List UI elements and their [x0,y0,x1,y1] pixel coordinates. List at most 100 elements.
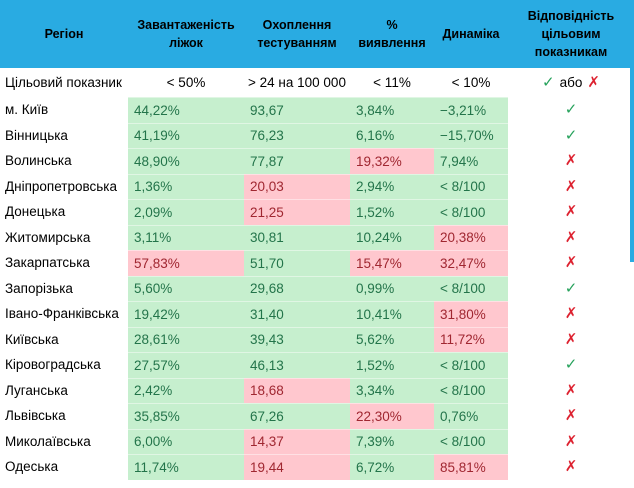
region-name: Одеська [5,459,59,475]
value-cell-detection-rate: 2,94% [350,173,434,199]
check-icon: ✓ [542,74,555,91]
value-cell-testing-coverage: 14,37 [244,428,350,454]
or-label: або [559,75,583,90]
value-cell-dynamics: < 8/100 [434,428,508,454]
region-name: Київська [5,331,59,347]
table-row: Донецька 2,09% 21,25 1,52% < 8/100 ✗ [0,199,634,225]
value-cell-dynamics: < 8/100 [434,275,508,301]
value-cell-testing-coverage: 18,68 [244,377,350,403]
target-value-bed-occupancy: < 50% [166,75,206,90]
value-cell-bed-occupancy: 11,74% [128,454,244,480]
region-name: м. Київ [5,102,49,118]
value-cell-dynamics: 11,72% [434,326,508,352]
value-cell-testing-coverage: 77,87 [244,148,350,174]
cross-icon: ✗ [564,407,578,425]
status-cell: ✗ [508,403,634,429]
target-row-label: Цільовий показник [5,75,122,90]
column-header-testing-coverage: Охоплення тестуванням [257,18,337,50]
value-cell-dynamics: −3,21% [434,97,508,123]
target-value-detection-rate: < 11% [373,75,411,90]
table-row: Миколаївська 6,00% 14,37 7,39% < 8/100 ✗ [0,428,634,454]
table-row: Одеська 11,74% 19,44 6,72% 85,81% ✗ [0,454,634,480]
target-value-testing-coverage: > 24 на 100 000 [248,75,346,90]
value-cell-testing-coverage: 21,25 [244,199,350,225]
region-name: Вінницька [5,127,68,143]
column-header-dynamics: Динаміка [442,27,500,41]
value-cell-detection-rate: 15,47% [350,250,434,276]
value-cell-detection-rate: 10,24% [350,224,434,250]
value-cell-dynamics: 20,38% [434,224,508,250]
value-cell-detection-rate: 22,30% [350,403,434,429]
value-cell-detection-rate: 1,52% [350,352,434,378]
status-cell: ✓ [508,276,634,302]
value-cell-dynamics: 7,94% [434,148,508,174]
status-cell: ✗ [508,327,634,353]
cross-icon: ✗ [564,177,578,195]
value-cell-bed-occupancy: 44,22% [128,97,244,123]
column-header-detection-rate: % виявлення [358,18,426,50]
status-cell: ✓ [508,97,634,123]
value-cell-dynamics: < 8/100 [434,199,508,225]
value-cell-bed-occupancy: 57,83% [128,250,244,276]
value-cell-detection-rate: 6,16% [350,122,434,148]
column-header-region: Регіон [44,27,84,41]
value-cell-testing-coverage: 31,40 [244,301,350,327]
check-icon: ✓ [564,101,578,119]
status-cell: ✗ [508,301,634,327]
value-cell-dynamics: 32,47% [434,250,508,276]
region-name: Кіровоградська [5,357,101,373]
region-name: Волинська [5,153,72,169]
target-value-dynamics: < 10% [451,75,491,90]
value-cell-bed-occupancy: 28,61% [128,326,244,352]
cross-icon: ✗ [564,381,578,399]
table-row: Запорізька 5,60% 29,68 0,99% < 8/100 ✓ [0,275,634,302]
value-cell-bed-occupancy: 48,90% [128,148,244,174]
cross-icon: ✗ [564,152,578,170]
table-row: Київська 28,61% 39,43 5,62% 11,72% ✗ [0,326,634,353]
value-cell-detection-rate: 19,32% [350,148,434,174]
value-cell-testing-coverage: 51,70 [244,250,350,276]
region-name: Закарпатська [5,255,90,271]
value-cell-testing-coverage: 39,43 [244,326,350,352]
value-cell-dynamics: −15,70% [434,122,508,148]
value-cell-testing-coverage: 76,23 [244,122,350,148]
value-cell-detection-rate: 3,84% [350,97,434,123]
status-cell: ✗ [508,378,634,404]
value-cell-detection-rate: 7,39% [350,428,434,454]
value-cell-detection-rate: 10,41% [350,301,434,327]
value-cell-bed-occupancy: 27,57% [128,352,244,378]
value-cell-dynamics: < 8/100 [434,377,508,403]
region-name: Запорізька [5,280,73,296]
value-cell-dynamics: 31,80% [434,301,508,327]
value-cell-bed-occupancy: 19,42% [128,301,244,327]
region-name: Івано-Франківська [5,306,119,322]
cross-icon: ✗ [564,330,578,348]
region-name: Луганська [5,382,68,398]
status-cell: ✓ [508,352,634,378]
region-name: Донецька [5,204,66,220]
value-cell-bed-occupancy: 3,11% [128,224,244,250]
value-cell-detection-rate: 1,52% [350,199,434,225]
table-row: Волинська 48,90% 77,87 19,32% 7,94% ✗ [0,148,634,174]
table-row: Луганська 2,42% 18,68 3,34% < 8/100 ✗ [0,377,634,404]
cross-icon: ✗ [564,228,578,246]
region-name: Дніпропетровська [5,178,118,194]
status-cell: ✗ [508,250,634,276]
table-header-row: Регіон Завантаженість ліжок Охоплення тест… [0,0,634,68]
column-header-target-compliance: Відповідність цільовим показникам [527,9,615,59]
value-cell-testing-coverage: 19,44 [244,454,350,480]
value-cell-bed-occupancy: 6,00% [128,428,244,454]
check-icon: ✓ [564,126,578,144]
value-cell-detection-rate: 5,62% [350,326,434,352]
value-cell-bed-occupancy: 2,42% [128,377,244,403]
cross-icon: ✗ [564,203,578,221]
region-name: Житомирська [5,229,91,245]
value-cell-bed-occupancy: 35,85% [128,403,244,429]
value-cell-detection-rate: 3,34% [350,377,434,403]
status-cell: ✓ [508,123,634,149]
cross-icon: ✗ [564,254,578,272]
cross-icon: ✗ [587,74,600,91]
value-cell-bed-occupancy: 41,19% [128,122,244,148]
value-cell-dynamics: < 8/100 [434,173,508,199]
